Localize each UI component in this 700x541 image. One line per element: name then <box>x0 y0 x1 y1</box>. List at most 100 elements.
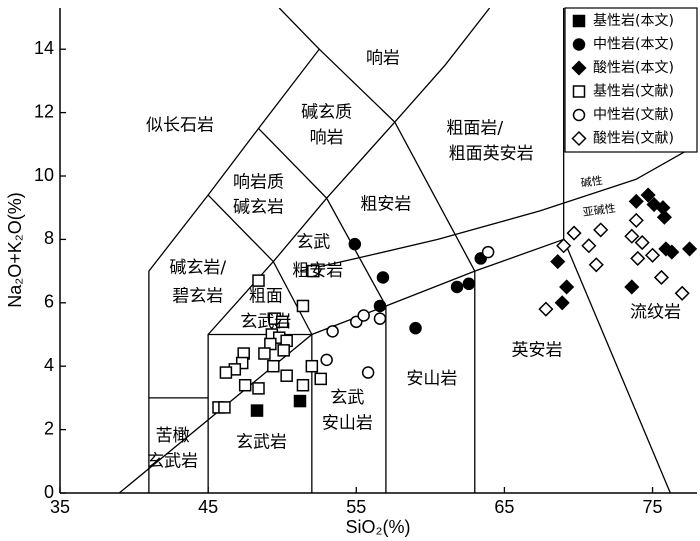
y-tick-label: 6 <box>44 292 54 312</box>
marker-circle <box>462 277 476 291</box>
region-label: 亚碱性 <box>582 201 617 219</box>
marker-square <box>267 359 280 373</box>
region-label: 粗面 <box>249 286 283 306</box>
region-label: 流纹岩 <box>630 302 681 322</box>
marker-circle <box>361 366 375 379</box>
marker-circle <box>409 321 422 335</box>
legend-label: 基性岩(本文) <box>593 12 674 29</box>
marker-circle <box>376 271 390 284</box>
region-label: 碧玄岩 <box>172 286 223 306</box>
legend-box <box>564 7 698 153</box>
region-label: 碱玄岩 <box>233 198 284 218</box>
field-boundary <box>118 238 671 493</box>
x-tick-label: 45 <box>198 497 218 517</box>
marker-square <box>252 382 265 395</box>
marker-diamond <box>664 244 680 260</box>
marker-square <box>219 366 233 379</box>
region-label: 碱性 <box>580 173 604 190</box>
marker-diamond <box>628 212 644 228</box>
y-tick-label: 10 <box>34 165 54 185</box>
marker-diamond <box>588 257 604 273</box>
marker-diamond <box>559 279 575 295</box>
marker-diamond <box>674 285 690 301</box>
marker-square <box>258 347 271 360</box>
region-label: 似长石岩 <box>146 115 214 135</box>
region-label: 安山岩 <box>406 369 457 389</box>
marker-square <box>250 404 264 417</box>
marker-square <box>277 344 290 357</box>
legend-label: 基性岩(文献) <box>593 83 674 100</box>
marker-diamond <box>653 269 670 286</box>
marker-diamond <box>550 254 566 270</box>
legend-label: 酸性岩(文献) <box>593 131 674 147</box>
marker-diamond <box>538 301 554 317</box>
marker-diamond <box>628 193 644 209</box>
marker-diamond <box>640 187 656 203</box>
marker-diamond <box>566 225 582 241</box>
region-label: 苦橄 <box>156 426 190 446</box>
marker-square <box>293 394 307 408</box>
region-label: 粗安岩 <box>360 195 411 215</box>
field-boundary <box>207 8 491 335</box>
x-tick-label: 75 <box>643 497 663 517</box>
marker-square <box>314 372 327 386</box>
region-label: 粗安岩 <box>292 261 343 281</box>
y-tick-label: 8 <box>44 228 54 248</box>
field-boundary <box>318 48 476 272</box>
region-label: 响岩 <box>366 49 400 69</box>
marker-circle <box>348 237 362 251</box>
region-label: 玄武岩 <box>236 432 287 452</box>
marker-square <box>296 299 310 313</box>
y-tick-label: 14 <box>34 38 54 58</box>
marker-circle <box>357 309 370 322</box>
marker-circle <box>373 312 387 325</box>
marker-diamond <box>634 235 650 251</box>
marker-circle <box>481 245 495 259</box>
marker-square <box>572 14 586 28</box>
marker-square <box>235 356 249 370</box>
x-axis-label: SiO₂(%) <box>346 517 411 537</box>
marker-square <box>275 315 289 329</box>
region-label: 玄武岩 <box>147 451 198 471</box>
marker-diamond <box>571 60 587 76</box>
marker-square <box>218 401 231 414</box>
marker-diamond <box>630 250 646 266</box>
marker-diamond <box>644 247 661 263</box>
region-label: 碱玄岩/ <box>169 258 226 278</box>
marker-square <box>252 274 265 287</box>
field-boundary <box>299 150 687 272</box>
y-tick-label: 12 <box>34 101 54 121</box>
x-tick-label: 55 <box>346 497 366 517</box>
marker-diamond <box>624 279 640 295</box>
marker-diamond <box>571 130 587 147</box>
marker-diamond <box>581 238 597 254</box>
marker-circle <box>572 108 586 122</box>
legend-label: 中性岩(本文) <box>593 37 674 53</box>
marker-diamond <box>656 209 672 225</box>
region-label: 英安岩 <box>512 340 563 360</box>
marker-square <box>296 378 310 392</box>
region-label: 玄武 <box>330 388 364 408</box>
field-boundary <box>148 8 321 493</box>
marker-diamond <box>593 222 609 238</box>
marker-circle <box>572 38 586 51</box>
y-axis-label: Na₂O+K₂O(%) <box>5 192 25 308</box>
legend-label: 酸性岩(本文) <box>593 60 674 76</box>
marker-diamond <box>554 295 570 311</box>
marker-square <box>238 378 252 392</box>
marker-diamond <box>682 241 698 257</box>
marker-square <box>307 264 320 278</box>
x-tick-label: 35 <box>50 497 70 517</box>
region-label: 粗面岩/ <box>446 118 503 138</box>
region-label: 碱玄质 <box>301 103 352 123</box>
y-tick-label: 0 <box>44 482 54 502</box>
y-tick-label: 2 <box>44 418 54 438</box>
marker-circle <box>320 353 333 367</box>
data-points <box>212 187 698 417</box>
region-label: 响岩 <box>310 128 344 148</box>
region-label: 粗面英安岩 <box>449 144 534 164</box>
marker-diamond <box>556 238 572 254</box>
marker-circle <box>326 325 339 338</box>
field-boundaries <box>118 8 687 493</box>
marker-circle <box>373 299 387 313</box>
